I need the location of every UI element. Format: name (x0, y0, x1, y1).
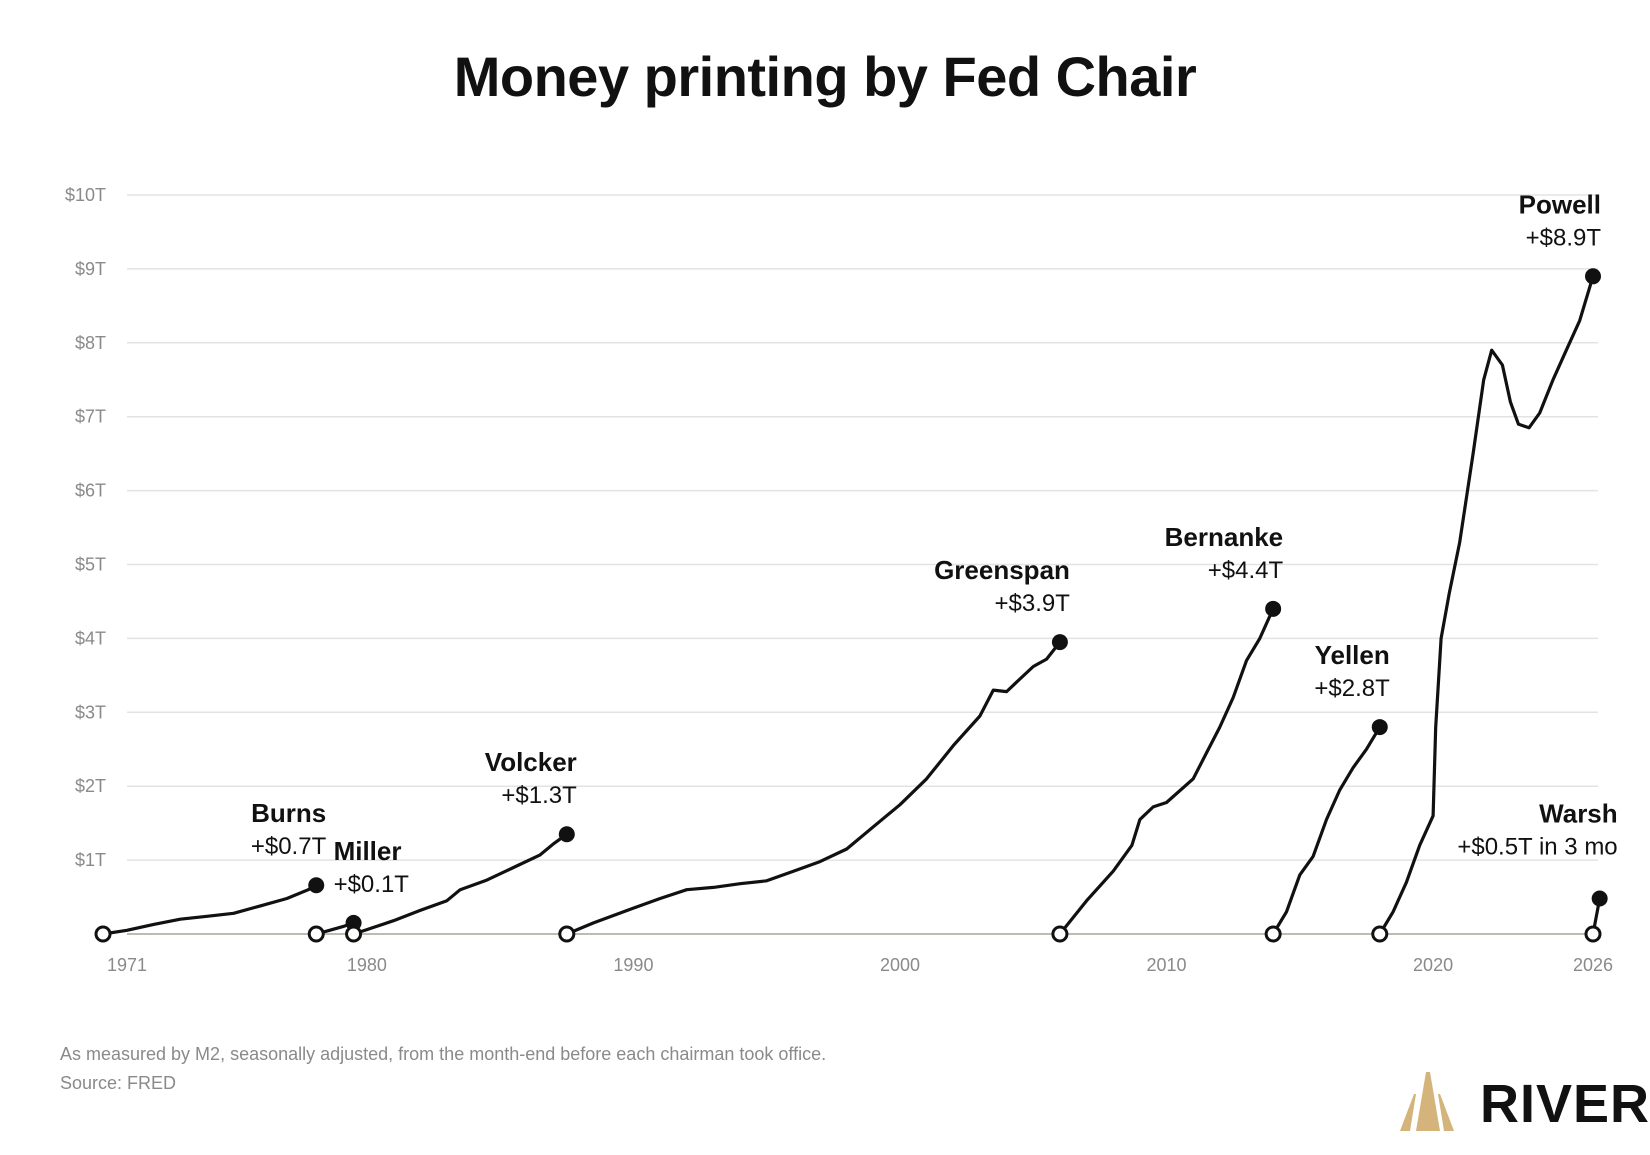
y-tick-label: $6T (75, 481, 106, 501)
y-tick-label: $1T (75, 850, 106, 870)
series-change-label: +$4.4T (1208, 557, 1284, 584)
end-marker-greenspan (1051, 634, 1068, 651)
end-marker-bernanke (1265, 600, 1282, 617)
y-tick-label: $5T (75, 555, 106, 575)
y-tick-label: $7T (75, 407, 106, 427)
series-lines (101, 274, 1602, 936)
series-line-volcker (352, 832, 569, 936)
brand-name: RIVER (1480, 1074, 1650, 1134)
x-tick-label: 2026 (1573, 955, 1613, 975)
end-marker-burns (308, 877, 325, 894)
series-name-label: Bernanke (1165, 522, 1284, 552)
series-markers (94, 268, 1608, 943)
x-tick-label: 1990 (613, 955, 653, 975)
series-change-label: +$2.8T (1314, 675, 1390, 702)
series-change-label: +$0.5T in 3 mo (1457, 834, 1617, 861)
series-change-label: +$1.3T (501, 782, 577, 809)
series-change-label: +$3.9T (995, 590, 1071, 617)
x-tick-label: 2020 (1413, 955, 1453, 975)
start-marker-warsh (1584, 925, 1602, 943)
series-line-burns (101, 883, 318, 936)
series-line-greenspan (565, 640, 1062, 936)
series-name-label: Greenspan (934, 555, 1070, 585)
chart-title: Money printing by Fed Chair (453, 45, 1197, 108)
series-line-bernanke (1058, 607, 1275, 936)
start-marker-powell (1371, 925, 1389, 943)
end-marker-powell (1585, 268, 1601, 285)
axis-layer: 0$1T$2T$3T$4T$5T$6T$7T$8T$9T$10T19711980… (65, 185, 1613, 975)
river-mountain-logo-icon (1400, 1072, 1454, 1131)
brand-logo[interactable]: RIVER (1398, 1070, 1649, 1134)
series-name-label: Yellen (1315, 640, 1390, 670)
start-marker-miller (307, 925, 325, 943)
series-name-label: Warsh (1539, 799, 1618, 829)
series-change-label: +$0.7T (251, 833, 327, 860)
x-tick-label: 1980 (347, 955, 387, 975)
start-marker-volcker (345, 925, 363, 943)
start-marker-yellen (1264, 925, 1282, 943)
start-marker-bernanke (1051, 925, 1069, 943)
y-tick-label: $4T (75, 628, 106, 648)
start-marker-greenspan (558, 925, 576, 943)
x-tick-label: 2000 (880, 955, 920, 975)
series-change-label: +$0.1T (334, 871, 410, 898)
footnote: As measured by M2, seasonally adjusted, … (60, 1044, 827, 1064)
series-name-label: Powell (1519, 189, 1601, 219)
series-line-yellen (1271, 725, 1382, 936)
end-marker-volcker (558, 826, 575, 843)
start-marker-burns (94, 925, 112, 943)
y-tick-label: $10T (65, 185, 106, 205)
y-tick-label: $9T (75, 259, 106, 279)
series-name-label: Burns (251, 798, 326, 828)
source-note: Source: FRED (60, 1073, 177, 1093)
grid-layer (127, 194, 1598, 861)
y-tick-label: $3T (75, 702, 106, 722)
end-marker-yellen (1371, 719, 1388, 736)
end-marker-warsh (1591, 890, 1608, 907)
series-line-powell (1378, 274, 1595, 936)
y-tick-label: $8T (75, 333, 106, 353)
series-name-label: Volcker (485, 747, 577, 777)
x-tick-label: 2010 (1147, 955, 1187, 975)
series-name-label: Miller (334, 836, 402, 866)
series-change-label: +$8.9T (1526, 224, 1602, 251)
series-labels: Burns +$0.7T Miller +$0.1T Volcker +$1.3T Gree… (251, 189, 1618, 898)
x-tick-label: 1971 (107, 955, 147, 975)
y-tick-label: $2T (75, 776, 106, 796)
